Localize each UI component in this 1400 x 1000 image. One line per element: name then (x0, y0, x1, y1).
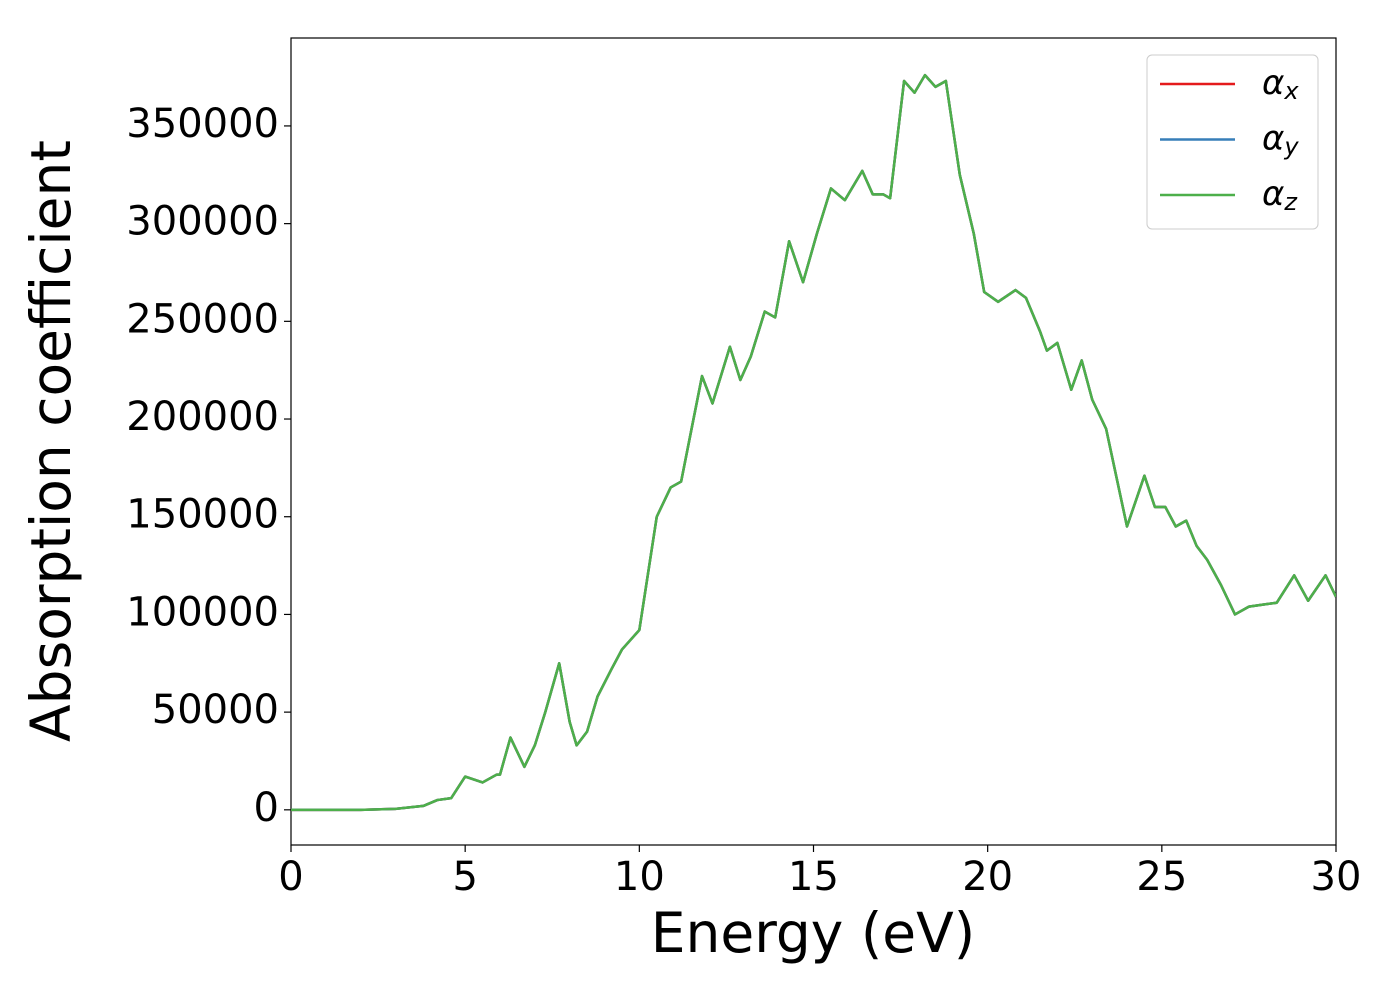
x-tick-label: 10 (614, 854, 665, 900)
x-axis-label: Energy (eV) (651, 901, 975, 965)
legend-label: αx (1262, 63, 1299, 106)
y-tick-label: 300000 (126, 199, 279, 245)
legend-sub: x (1283, 77, 1299, 105)
y-tick-label: 350000 (126, 101, 279, 147)
y-tick-label: 200000 (126, 394, 279, 440)
legend-label: αz (1262, 174, 1298, 217)
legend-sub: y (1283, 133, 1299, 161)
legend-base: α (1262, 118, 1284, 158)
x-tick-label: 30 (1311, 854, 1362, 900)
y-tick-label: 0 (254, 785, 279, 831)
x-tick-label: 5 (452, 854, 477, 900)
legend-sub: z (1283, 188, 1298, 216)
y-tick-label: 50000 (152, 687, 279, 733)
y-tick-label: 100000 (126, 589, 279, 635)
y-tick-label: 150000 (126, 492, 279, 538)
legend-base: α (1262, 63, 1284, 103)
y-axis-label: Absorption coefficient (19, 140, 83, 742)
x-tick-label: 0 (278, 854, 303, 900)
x-tick-label: 25 (1136, 854, 1187, 900)
x-tick-label: 20 (962, 854, 1013, 900)
legend-base: α (1262, 174, 1284, 214)
data-line (291, 73, 1336, 812)
legend-label: αy (1262, 118, 1299, 161)
x-tick-label: 15 (788, 854, 839, 900)
legend-box (1146, 54, 1319, 230)
y-tick-label: 250000 (126, 296, 279, 342)
